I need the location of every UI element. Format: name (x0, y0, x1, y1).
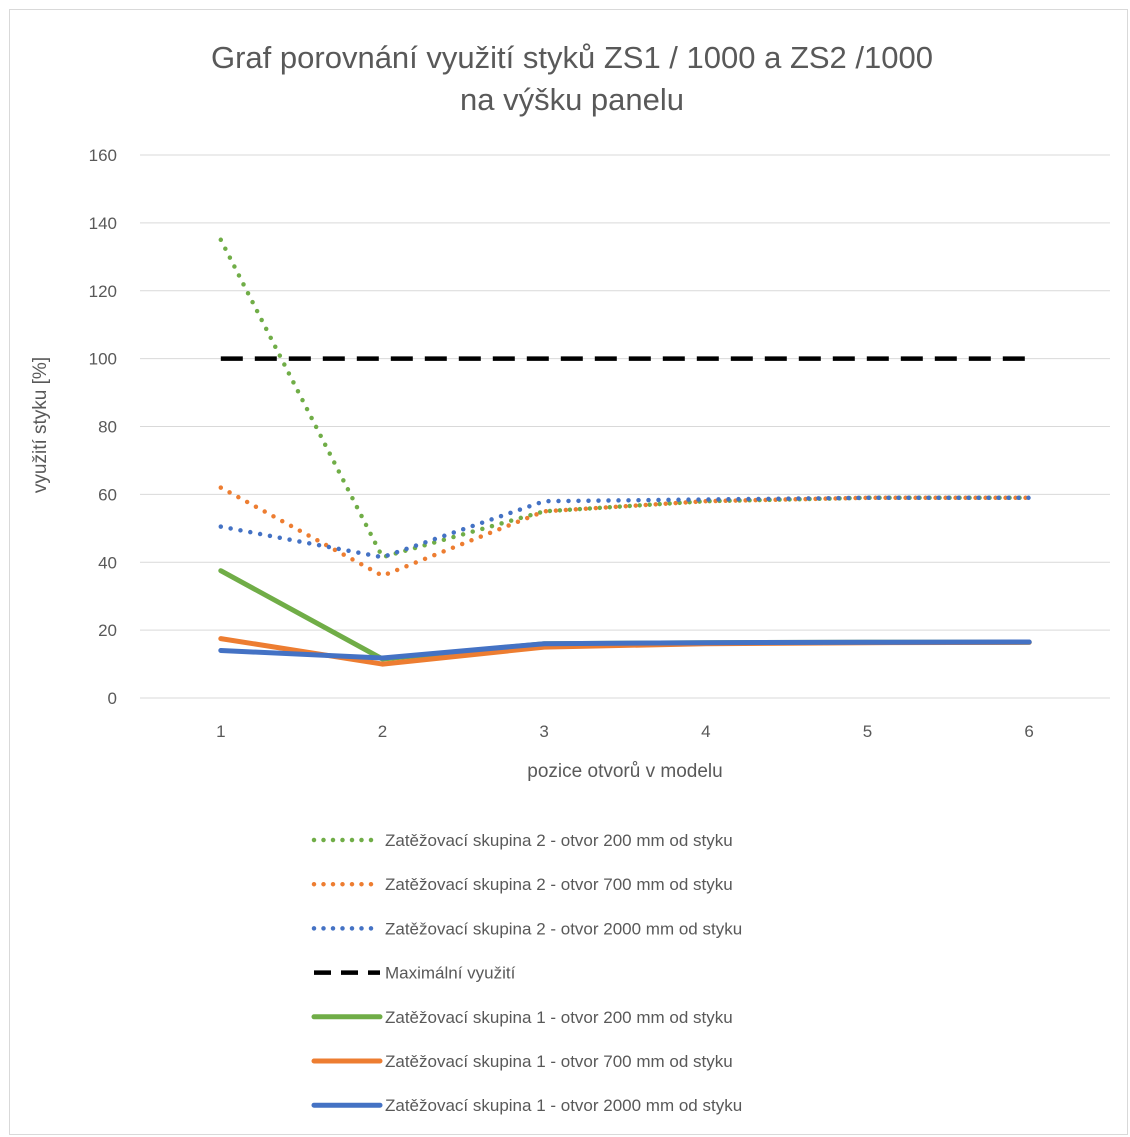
y-tick-label: 100 (89, 350, 117, 369)
series-line-6 (218, 639, 1032, 661)
legend-item: Zatěžovací skupina 1 - otvor 200 mm od s… (311, 1008, 733, 1027)
y-tick-label: 0 (108, 689, 117, 708)
y-tick-label: 40 (98, 553, 117, 572)
legend-item: Zatěžovací skupina 2 - otvor 2000 mm od … (311, 919, 742, 938)
chart-frame (9, 9, 1128, 1135)
legend-item: Maximální využití (314, 964, 516, 983)
x-tick-label: 4 (701, 722, 710, 741)
y-tick-label: 120 (89, 282, 117, 301)
legend: Zatěžovací skupina 2 - otvor 200 mm od s… (311, 831, 742, 1115)
y-tick-labels: 0 20 40 60 80 100 120 140 160 (89, 146, 117, 708)
x-tick-label: 6 (1024, 722, 1033, 741)
x-tick-label: 5 (863, 722, 872, 741)
legend-item: Zatěžovací skupina 1 - otvor 700 mm od s… (311, 1052, 733, 1071)
y-tick-label: 160 (89, 146, 117, 165)
legend-item: Zatěžovací skupina 2 - otvor 700 mm od s… (311, 875, 733, 894)
y-tick-label: 20 (98, 621, 117, 640)
x-tick-labels: 1 2 3 4 5 6 (216, 722, 1034, 741)
x-tick-label: 2 (378, 722, 387, 741)
legend-label: Zatěžovací skupina 1 - otvor 700 mm od s… (385, 1052, 733, 1071)
legend-label: Zatěžovací skupina 2 - otvor 700 mm od s… (385, 875, 733, 894)
y-tick-label: 60 (98, 485, 117, 504)
legend-label: Zatěžovací skupina 2 - otvor 200 mm od s… (385, 831, 733, 850)
y-tick-label: 140 (89, 214, 117, 233)
gridlines (140, 154, 1110, 699)
series-lines (218, 237, 1032, 667)
series-line-1 (218, 485, 1032, 579)
legend-label: Maximální využití (385, 964, 516, 983)
x-tick-label: 1 (216, 722, 225, 741)
legend-item: Zatěžovací skupina 2 - otvor 200 mm od s… (311, 831, 733, 850)
x-axis-title: pozice otvorů v modelu (527, 761, 722, 782)
legend-label: Zatěžovací skupina 1 - otvor 200 mm od s… (385, 1008, 733, 1027)
legend-label: Zatěžovací skupina 1 - otvor 2000 mm od … (385, 1096, 742, 1115)
chart-title-line-2: na výšku panelu (460, 82, 684, 117)
y-axis-title: využití styku [%] (30, 357, 51, 493)
y-tick-label: 80 (98, 418, 117, 437)
legend-item: Zatěžovací skupina 1 - otvor 2000 mm od … (311, 1096, 742, 1115)
legend-label: Zatěžovací skupina 2 - otvor 2000 mm od … (385, 919, 742, 938)
x-tick-label: 3 (539, 722, 548, 741)
chart-title-line-1: Graf porovnání využití styků ZS1 / 1000 … (211, 40, 933, 75)
series-line-0 (218, 237, 1032, 560)
